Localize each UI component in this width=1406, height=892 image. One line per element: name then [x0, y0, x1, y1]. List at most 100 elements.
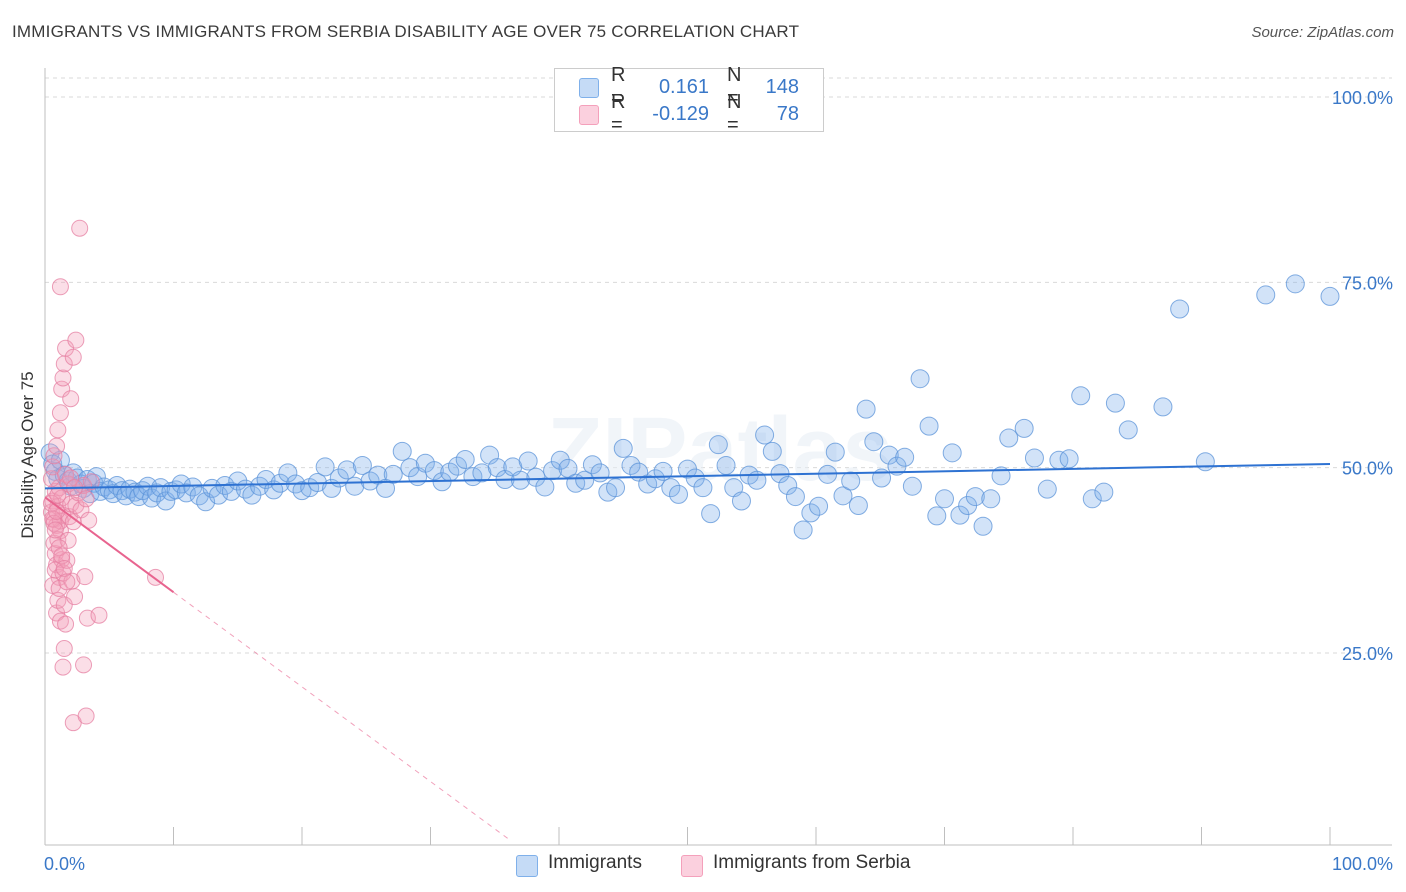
source-credit: Source: ZipAtlas.com	[1251, 24, 1394, 41]
point-serbia	[55, 559, 73, 577]
point-immigrants	[550, 450, 570, 470]
point-immigrants	[613, 438, 633, 458]
point-immigrants	[856, 399, 876, 419]
point-immigrants	[793, 520, 813, 540]
point-serbia	[49, 486, 67, 504]
legend-swatch-serbia	[681, 855, 703, 877]
point-serbia	[62, 469, 80, 487]
point-immigrants	[927, 506, 947, 526]
legend-swatch-immigrants	[516, 855, 538, 877]
point-immigrants	[352, 455, 372, 475]
point-immigrants	[701, 504, 721, 524]
legend-n-label: N =	[727, 91, 742, 136]
point-immigrants	[919, 416, 939, 436]
tick-labels: 25.0% 50.0% 75.0% 100.0% 0.0% 100.0%	[44, 88, 1393, 874]
point-immigrants	[778, 475, 798, 495]
correlation-legend: R = 0.161 N = 148 R = -0.129 N = 78	[554, 64, 824, 136]
point-immigrants	[801, 503, 821, 523]
point-immigrants	[472, 463, 492, 483]
point-immigrants	[1320, 286, 1340, 306]
point-serbia	[57, 615, 75, 633]
point-immigrants	[1105, 393, 1125, 413]
point-immigrants	[1071, 386, 1091, 406]
point-serbia	[54, 369, 72, 387]
point-serbia	[48, 437, 66, 455]
chart-title: IMMIGRANTS VS IMMIGRANTS FROM SERBIA DIS…	[12, 22, 800, 41]
point-immigrants	[879, 445, 899, 465]
point-immigrants	[950, 505, 970, 525]
point-serbia	[51, 278, 69, 296]
point-immigrants	[383, 464, 403, 484]
point-immigrants	[606, 478, 626, 498]
point-immigrants	[645, 469, 665, 489]
point-immigrants	[1153, 397, 1173, 417]
point-serbia	[51, 404, 69, 422]
point-serbia	[46, 521, 64, 539]
point-immigrants	[590, 463, 610, 483]
point-serbia	[76, 568, 94, 586]
point-immigrants	[841, 471, 861, 491]
legend-n-value: 148	[765, 75, 799, 98]
legend-swatch-immigrants	[579, 78, 599, 98]
point-immigrants	[685, 468, 705, 488]
point-serbia	[63, 572, 81, 590]
point-immigrants	[669, 484, 689, 504]
point-immigrants	[910, 369, 930, 389]
legend-label-immigrants: Immigrants	[548, 852, 642, 873]
point-immigrants	[895, 447, 915, 467]
gridlines	[45, 77, 1392, 654]
point-serbia	[77, 490, 95, 508]
legend-r-value: -0.129	[652, 102, 709, 125]
legend-r-value: 0.161	[658, 75, 709, 98]
y-tick-label: 75.0%	[1342, 273, 1393, 293]
point-serbia	[45, 447, 63, 465]
point-immigrants	[762, 441, 782, 461]
point-immigrants	[661, 478, 681, 498]
point-immigrants	[221, 481, 241, 501]
point-immigrants	[1256, 285, 1276, 305]
point-immigrants	[278, 463, 298, 483]
y-tick-label: 25.0%	[1342, 644, 1393, 664]
legend-label-serbia: Immigrants from Serbia	[713, 852, 911, 873]
y-tick-label: 50.0%	[1342, 459, 1393, 479]
legend-n-value: 78	[776, 102, 799, 125]
point-immigrants	[1059, 449, 1079, 469]
y-axis-label: Disability Age Over 75	[18, 371, 37, 538]
point-immigrants	[825, 442, 845, 462]
trend-extension-serbia	[173, 591, 508, 839]
point-immigrants	[86, 467, 106, 487]
point-immigrants	[171, 474, 191, 494]
legend-r-label: R =	[611, 91, 626, 136]
point-immigrants	[981, 489, 1001, 509]
point-immigrants	[447, 456, 467, 476]
point-immigrants	[693, 478, 713, 498]
point-immigrants	[935, 489, 954, 509]
x-tick-label: 100.0%	[1332, 854, 1393, 874]
point-immigrants	[424, 461, 444, 481]
point-immigrants	[999, 428, 1019, 448]
point-immigrants	[965, 487, 985, 507]
point-immigrants	[535, 477, 555, 497]
point-serbia	[71, 219, 89, 237]
trend-line-immigrants	[44, 462, 1331, 490]
point-immigrants	[755, 425, 775, 445]
point-immigrants	[1082, 489, 1102, 509]
point-immigrants	[392, 441, 412, 461]
point-immigrants	[1118, 420, 1138, 440]
point-immigrants	[809, 496, 829, 516]
point-serbia	[59, 531, 77, 549]
point-serbia	[90, 606, 108, 624]
y-tick-label: 100.0%	[1332, 88, 1393, 108]
point-immigrants	[848, 495, 868, 515]
point-immigrants	[558, 458, 578, 478]
point-serbia	[54, 658, 72, 676]
point-serbia	[75, 656, 93, 674]
legend-n-label: N =	[727, 64, 742, 109]
point-serbia	[55, 640, 73, 658]
point-serbia	[82, 473, 100, 491]
point-immigrants	[864, 432, 884, 452]
point-immigrants	[455, 450, 475, 470]
point-serbia	[77, 707, 95, 725]
point-immigrants	[621, 455, 641, 475]
point-serbia	[58, 573, 76, 591]
